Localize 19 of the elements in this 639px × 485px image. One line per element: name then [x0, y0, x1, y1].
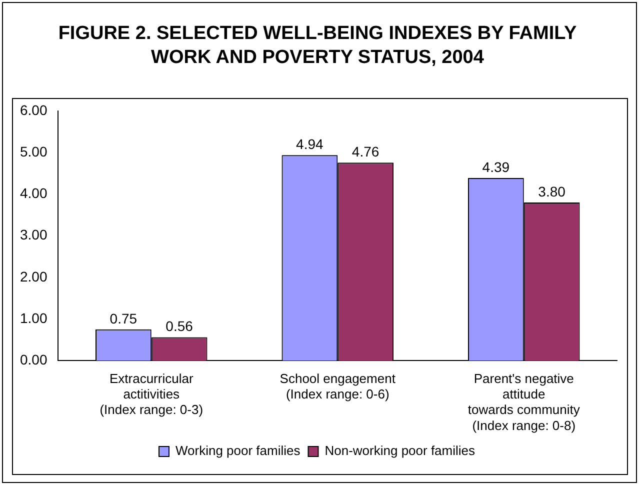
x-tick-label: School engagement (Index range: 0-6) — [280, 370, 396, 402]
y-tick-label: 5.00 — [20, 143, 48, 160]
chart-title: FIGURE 2. SELECTED WELL-BEING INDEXES BY FAMILY WORK AND POVERTY STATUS, 2004 — [57, 22, 578, 70]
x-tick-label: Extracurricular actitivities (Index range: 0-3) — [100, 370, 204, 418]
legend-label: Working poor families — [175, 443, 301, 458]
y-tick-label: 0.00 — [20, 351, 48, 368]
data-label: 0.56 — [166, 318, 194, 334]
y-tick-label: 6.00 — [20, 102, 48, 118]
y-tick-label: 2.00 — [20, 268, 48, 284]
data-label: 4.76 — [352, 143, 380, 160]
y-tick-label: 3.00 — [20, 226, 48, 243]
y-tick-label: 4.00 — [20, 185, 48, 202]
y-tick-label: 1.00 — [20, 310, 48, 326]
data-label: 3.80 — [538, 183, 566, 200]
data-label: 4.39 — [482, 158, 510, 175]
data-label: 4.94 — [296, 136, 324, 152]
x-tick-label: Parent's negative attitude towards community (Index range: 0-8) — [468, 370, 580, 433]
data-label: 0.75 — [110, 310, 138, 326]
legend-label: Non-working poor families — [324, 443, 476, 458]
